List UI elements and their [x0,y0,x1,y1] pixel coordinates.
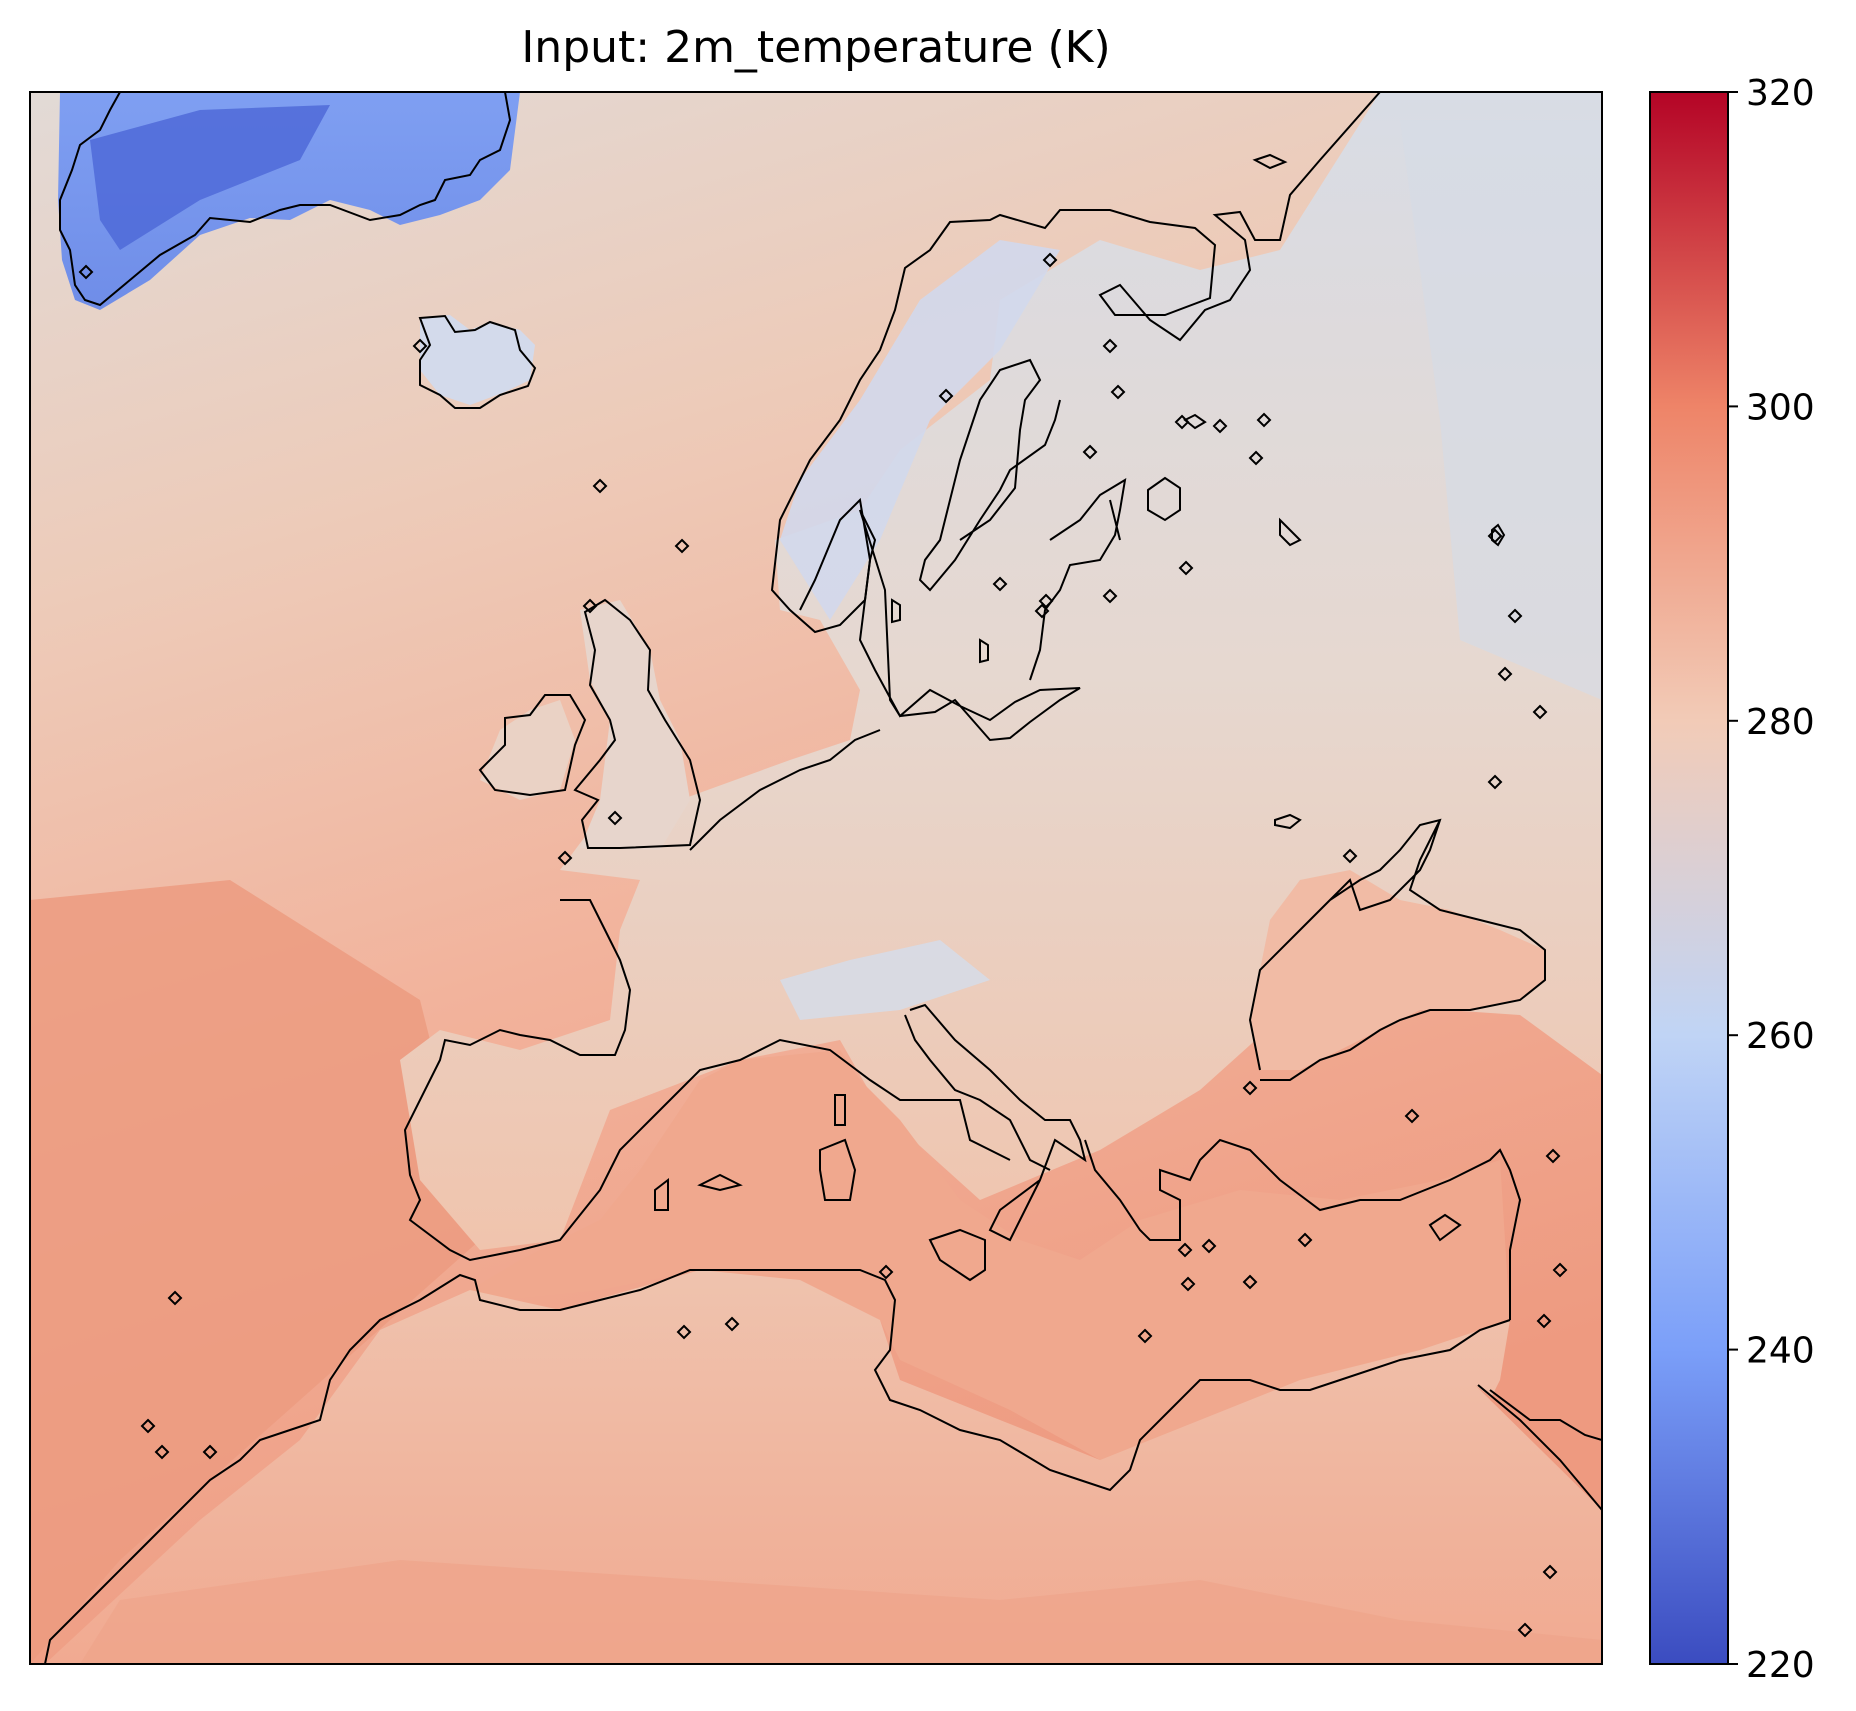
colorbar-ticks: 220 240 260 280 300 320 [1728,73,1815,1686]
colorbar-tick-label: 300 [1746,387,1815,428]
greenland-core-field [90,105,330,250]
colorbar-gradient [1649,91,1729,1665]
coastline-north-africa [44,1269,1511,1664]
coastline-italy [904,1003,1087,1242]
coastline-balkans-turkey [1084,1138,1522,1320]
coastline-mediterranean-islands [654,1094,1462,1282]
coastline-ireland [478,694,587,797]
coastline-iceland [418,314,537,409]
map-area [30,92,1602,1664]
scandinavia-cold-field [780,240,1060,620]
coastlines [44,92,1602,1664]
coastline-red-sea [1477,1384,1602,1511]
coastline-great-britain [573,598,702,849]
coastline-sweden-baltic [799,358,1081,742]
subtropical-atlantic-field [30,880,480,1664]
mediterranean-sea [470,1050,1510,1460]
russia-cold-field [1400,120,1602,700]
chart-title: Input: 2m_temperature (K) [521,22,1111,73]
colorbar-tick-label: 220 [1746,1645,1815,1686]
colorbar-tick-label: 260 [1746,1016,1815,1057]
red-sea [1475,1385,1602,1510]
map-frame [29,91,1603,1665]
iceland-landmass [420,315,535,405]
colorbar-tick-label: 240 [1746,1331,1815,1372]
coastline-black-sea [1248,818,1546,1081]
colorbar-tick-label: 320 [1746,73,1815,114]
coastline-greenland [59,92,512,307]
alps-cold-field [780,940,990,1020]
coastline-lakes [891,153,1506,830]
coastline-small-islands [78,252,1568,1638]
coastline-norway-russia [770,92,1381,634]
ireland-landmass [480,700,575,800]
sahara-warm-field [80,1560,1602,1664]
great-britain-landmass [580,600,690,850]
colorbar: 220 240 260 280 300 320 [1649,73,1815,1686]
colorbar-tick-label: 280 [1746,702,1815,743]
coastline-finland [1029,478,1127,681]
black-sea [1250,870,1545,1070]
coastline-france-germany [403,729,1011,1262]
